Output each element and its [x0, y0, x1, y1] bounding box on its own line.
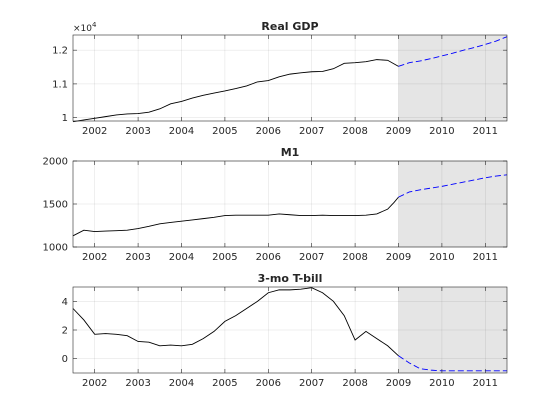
y-tick-label: 1.1: [52, 79, 68, 90]
history-line: [72, 59, 399, 123]
forecast-region: [398, 35, 507, 121]
x-tick-label: 2008: [342, 126, 367, 137]
x-tick-label: 2006: [256, 252, 281, 263]
x-tick-label: 2011: [473, 378, 498, 389]
x-tick-label: 2005: [212, 252, 237, 263]
x-tick-label: 2002: [82, 126, 107, 137]
x-tick-label: 2008: [342, 252, 367, 263]
forecast-region: [398, 161, 507, 247]
x-tick-label: 2011: [473, 126, 498, 137]
axes-box: [72, 34, 508, 122]
x-tick-label: 2003: [125, 126, 150, 137]
x-tick-label: 2006: [256, 378, 281, 389]
chart-panel-1: 2002 2003 2004 2005 2006 2007 2008 2009 2010 2011…: [52, 20, 508, 137]
x-tick-label: 2010: [429, 378, 454, 389]
y-tick-label: 1.2: [52, 46, 68, 57]
x-tick-label: 2010: [429, 252, 454, 263]
chart-title: Real GDP: [261, 20, 318, 33]
chart-panel-2: 2002 2003 2004 2005 2006 2007 2008 2009 2010 2011…: [43, 146, 508, 263]
x-tick-label: 2004: [169, 126, 194, 137]
y-tick-label: 1: [62, 113, 68, 124]
x-tick-label: 2008: [342, 378, 367, 389]
x-tick-label: 2010: [429, 126, 454, 137]
y-tick-label: 2: [62, 326, 68, 337]
y-tick-label: 4: [62, 297, 68, 308]
forecast-line: [398, 355, 507, 372]
forecast-line: [398, 174, 508, 198]
axis-exponent-label: ×104: [73, 21, 97, 34]
y-tick-label: 1500: [43, 200, 68, 211]
x-tick-label: 2009: [386, 126, 411, 137]
x-tick-label: 2003: [125, 378, 150, 389]
x-tick-label: 2006: [256, 126, 281, 137]
y-tick-label: 2000: [43, 157, 68, 168]
x-tick-label: 2009: [386, 378, 411, 389]
x-tick-label: 2007: [299, 126, 324, 137]
x-tick-label: 2004: [169, 252, 194, 263]
x-tick-label: 2011: [473, 252, 498, 263]
x-tick-label: 2002: [82, 252, 107, 263]
x-tick-label: 2003: [125, 252, 150, 263]
y-tick-label: 0: [62, 354, 68, 365]
chart-title: M1: [281, 146, 300, 159]
history-line: [72, 287, 399, 357]
x-tick-label: 2007: [299, 378, 324, 389]
x-tick-label: 2007: [299, 252, 324, 263]
x-tick-label: 2009: [386, 252, 411, 263]
axis-exponent-power: 4: [92, 21, 97, 29]
chart-panel-3: 2002 2003 2004 2005 2006 2007 2008 2009 2010 2011…: [62, 272, 508, 389]
x-tick-label: 2002: [82, 378, 107, 389]
x-tick-label: 2005: [212, 378, 237, 389]
history-line: [72, 196, 399, 237]
y-tick-label: 1000: [43, 243, 68, 254]
x-tick-label: 2004: [169, 378, 194, 389]
chart-title: 3-mo T-bill: [258, 272, 323, 285]
forecast-line: [398, 36, 508, 67]
forecast-region: [398, 287, 507, 373]
x-tick-label: 2005: [212, 126, 237, 137]
